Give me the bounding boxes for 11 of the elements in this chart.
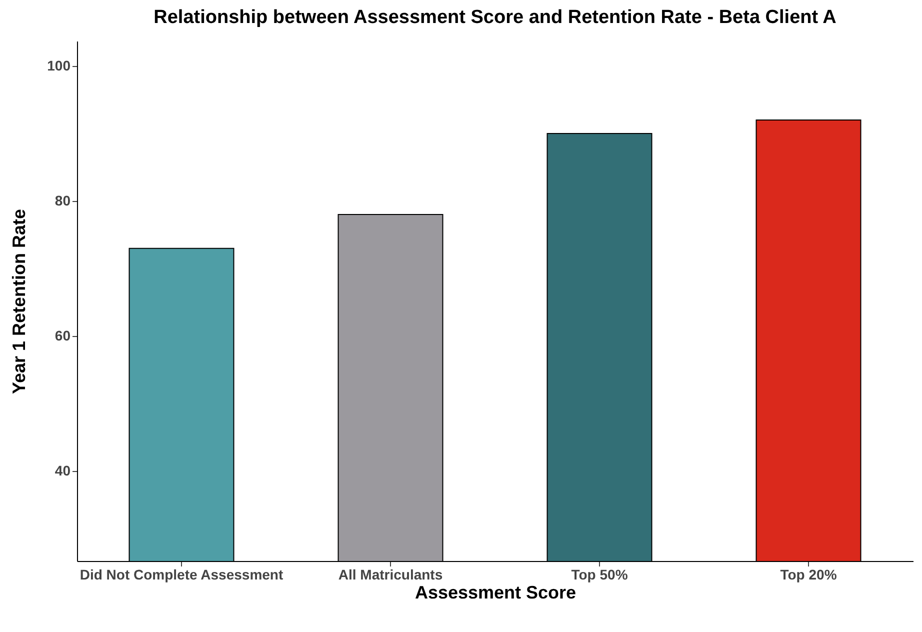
x-axis-title: Assessment Score [414,582,576,602]
y-tick-label: 80 [54,192,71,209]
x-tick-label: Did Not Complete Assessment [80,566,284,582]
x-tick-label: Top 50% [571,566,628,582]
y-tick-label: 60 [54,328,71,344]
y-tick-label: 100 [47,57,71,74]
x-tick-label: Top 20% [780,566,838,582]
x-tick-label: All Matriculants [338,566,443,582]
y-tick-label: 40 [54,462,71,479]
chart-title: Relationship between Assessment Score and Retention Rate - Beta Client A [154,7,837,28]
y-axis-title: Year 1 Retention Rate [9,208,30,394]
